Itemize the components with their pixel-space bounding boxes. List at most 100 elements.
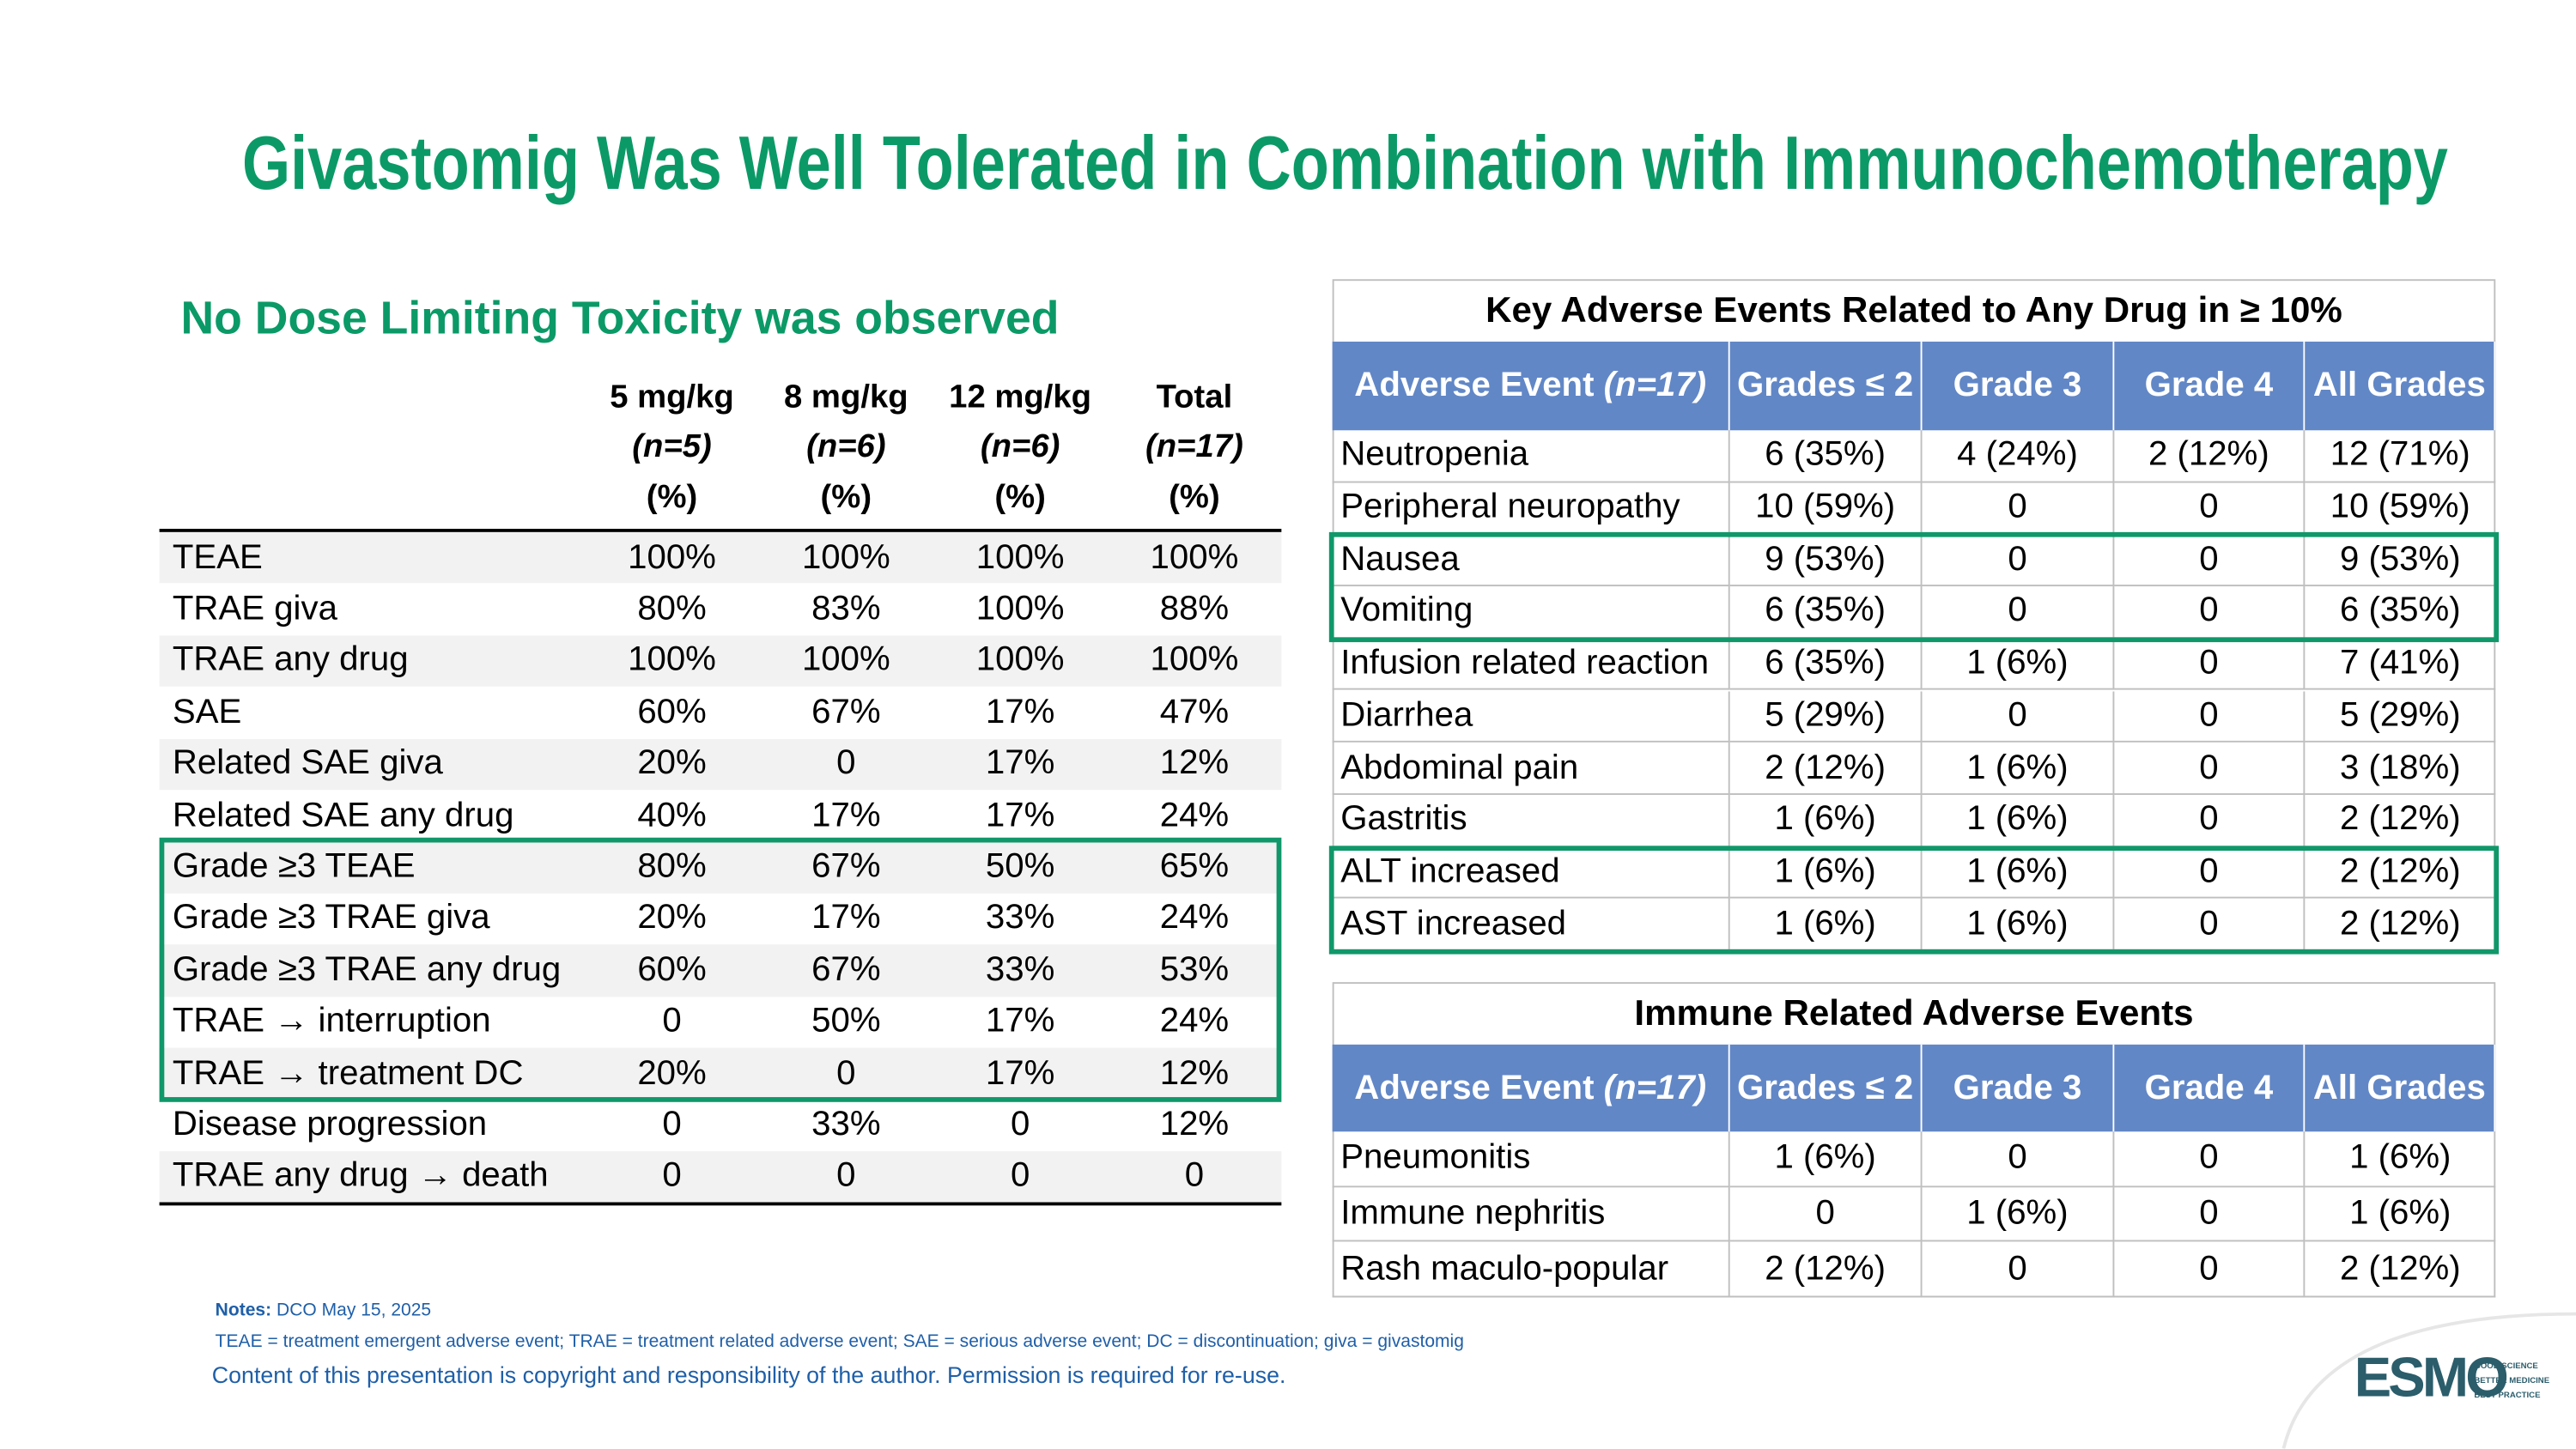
cell-value: 9 (53%) <box>2305 535 2496 587</box>
cell-value: 3 (18%) <box>2305 743 2496 795</box>
row-label: Nausea <box>1332 534 1730 587</box>
cell-value: 100% <box>628 537 716 576</box>
cell-value: 2 (12%) <box>2305 795 2496 847</box>
table-title: Key Adverse Events Related to Any Drug i… <box>1485 288 2342 330</box>
cell-value: 80% <box>637 847 707 886</box>
copyright: Content of this presentation is copyrigh… <box>211 1361 1286 1388</box>
cell-value: 24% <box>1159 899 1230 937</box>
note-label: Notes: <box>215 1300 272 1321</box>
row-label: Gastritis <box>1332 794 1730 847</box>
cell-value: 12% <box>1159 1053 1230 1092</box>
cell-value: 65% <box>1159 847 1230 886</box>
col-dose: 8 mg/kg <box>784 379 908 415</box>
row-label: Rash maculo-popular <box>1332 1242 1730 1298</box>
cell-value: 50% <box>985 847 1055 886</box>
col-n: (n=6) <box>806 427 886 464</box>
cell-value: 80% <box>637 590 707 628</box>
row-bg <box>159 738 1282 791</box>
col-n: (n=17) <box>1145 427 1243 464</box>
cell-value: 6 (35%) <box>1729 586 1923 639</box>
cell-value: 1 (6%) <box>1922 846 2115 900</box>
cell-value: 0 <box>1922 586 2115 639</box>
col-dose: 5 mg/kg <box>610 379 734 415</box>
cell-value: 2 (12%) <box>1729 1242 1923 1298</box>
header-cell: Adverse Event (n=17) <box>1332 341 1730 431</box>
cell-value: 4 (24%) <box>1922 430 2115 482</box>
row-label: Grade ≥3 TEAE <box>172 847 416 886</box>
cell-value: 20% <box>637 1053 707 1092</box>
row-label: Peripheral neuropathy <box>1332 482 1730 535</box>
row-label: Disease progression <box>172 1105 488 1143</box>
table-title: Immune Related Adverse Events <box>1634 991 2194 1034</box>
cell-value: 1 (6%) <box>1729 1131 1923 1187</box>
row-label: TRAE any drug <box>172 641 409 680</box>
logo-tagline: BEST PRACTICE <box>2474 1391 2541 1402</box>
cell-value: 88% <box>1159 590 1230 628</box>
row-bg <box>159 635 1282 688</box>
cell-value: 33% <box>811 1105 881 1143</box>
cell-value: 1 (6%) <box>2305 1187 2496 1243</box>
col-unit: (%) <box>820 478 872 515</box>
cell-value: 7 (41%) <box>2305 639 2496 691</box>
cell-value: 100% <box>1150 537 1239 576</box>
cell-value: 0 <box>1922 534 2115 587</box>
cell-value: 0 <box>2114 899 2306 951</box>
row-label: Grade ≥3 TRAE giva <box>172 899 490 937</box>
cell-value: 6 (35%) <box>1729 638 1923 691</box>
cell-value: 6 (35%) <box>1729 430 1923 482</box>
col-unit: (%) <box>646 478 698 515</box>
cell-value: 17% <box>811 899 881 937</box>
header-cell: Adverse Event (n=17) <box>1332 1044 1730 1132</box>
logo-tagline: BETTER MEDICINE <box>2474 1376 2550 1386</box>
row-label: ALT increased <box>1332 846 1730 900</box>
cell-value: 0 <box>1922 1242 2115 1298</box>
row-bg <box>159 531 1282 584</box>
cell-value: 0 <box>1184 1156 1205 1195</box>
row-label: SAE <box>172 693 242 731</box>
cell-value: 0 <box>2114 794 2306 847</box>
cell-value: 0 <box>1922 482 2115 535</box>
cell-value: 0 <box>836 1156 856 1195</box>
header-cell: Grades ≤ 2 <box>1729 341 1923 431</box>
row-bg <box>159 944 1282 997</box>
header-cell: Grades ≤ 2 <box>1729 1044 1923 1132</box>
cell-value: 2 (12%) <box>2305 899 2496 951</box>
cell-value: 0 <box>2114 743 2306 795</box>
cell-value: 12 (71%) <box>2305 430 2496 482</box>
cell-value: 0 <box>2114 1186 2306 1243</box>
decor-curve <box>2281 1312 2576 1449</box>
row-bg <box>159 1150 1282 1203</box>
header-note: (n=17) <box>1603 367 1707 405</box>
cell-value: 100% <box>975 641 1065 680</box>
cell-value: 1 (6%) <box>1922 794 2115 847</box>
cell-value: 2 (12%) <box>1729 743 1923 795</box>
cell-value: 67% <box>811 693 881 731</box>
cell-value: 17% <box>985 1002 1055 1040</box>
cell-value: 20% <box>637 744 707 783</box>
cell-value: 100% <box>801 537 890 576</box>
cell-value: 0 <box>662 1156 682 1195</box>
cell-value: 1 (6%) <box>1729 794 1923 847</box>
slide-title: Givastomig Was Well Tolerated in Combina… <box>241 119 2448 206</box>
cell-value: 2 (12%) <box>2305 1242 2496 1298</box>
cell-value: 0 <box>2114 638 2306 691</box>
cell-value: 17% <box>985 1053 1055 1092</box>
row-label: TRAE → treatment DC <box>172 1053 524 1092</box>
cell-value: 1 (6%) <box>1729 846 1923 900</box>
row-label: TRAE → interruption <box>172 1002 491 1040</box>
subtitle: No Dose Limiting Toxicity was observed <box>180 292 1060 343</box>
cell-value: 2 (12%) <box>2305 846 2496 900</box>
note-abbreviations: TEAE = treatment emergent adverse event;… <box>215 1331 1464 1352</box>
cell-value: 0 <box>2114 586 2306 639</box>
col-dose: Total <box>1156 379 1233 415</box>
cell-value: 10 (59%) <box>2305 482 2496 535</box>
row-bg <box>159 1047 1282 1100</box>
row-bg <box>159 841 1282 894</box>
cell-value: 33% <box>985 950 1055 989</box>
rule <box>159 529 1282 532</box>
header-cell: Grade 4 <box>2114 1044 2306 1132</box>
cell-value: 67% <box>811 950 881 989</box>
cell-value: 24% <box>1159 1002 1230 1040</box>
header-note: (n=17) <box>1603 1069 1707 1107</box>
cell-value: 0 <box>1010 1156 1030 1195</box>
